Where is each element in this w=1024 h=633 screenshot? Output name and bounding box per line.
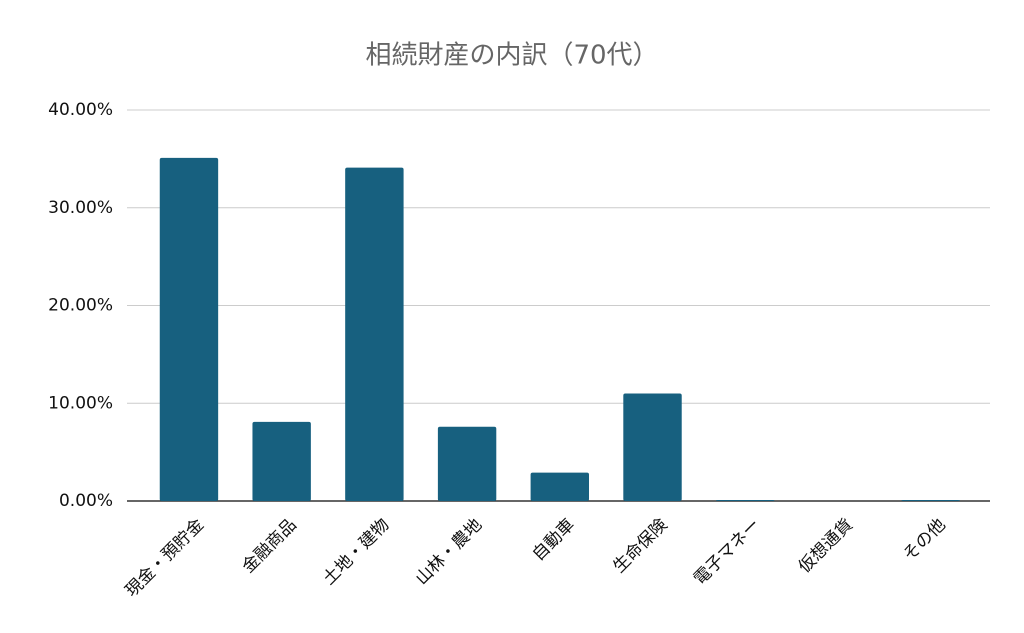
y-tick-label: 10.00%: [48, 393, 113, 413]
bar: [345, 167, 404, 502]
bar: [159, 157, 219, 501]
x-tick-label: 仮想通貨: [795, 515, 857, 577]
x-tick-label: 金融商品: [239, 515, 301, 577]
bar: [437, 426, 497, 501]
y-tick-label: 0.00%: [59, 491, 113, 511]
x-tick-label: 生命保険: [609, 515, 671, 577]
chart-title: 相続財産の内訳（70代）: [365, 41, 658, 71]
y-tick-label: 30.00%: [48, 198, 113, 218]
y-tick-label: 40.00%: [48, 100, 113, 120]
bar: [530, 472, 590, 501]
x-tick-label: 土地・建物: [319, 515, 393, 589]
x-tick-label: その他: [900, 515, 950, 565]
x-tick-label: 現金・預貯金: [122, 515, 208, 601]
x-tick-label: 自動車: [529, 515, 579, 565]
x-tick-label: 山林・農地: [412, 515, 486, 589]
bar: [623, 393, 682, 501]
bar: [252, 421, 311, 501]
x-tick-label: 電子マネー: [690, 515, 764, 589]
bar: [716, 500, 775, 501]
y-tick-label: 20.00%: [48, 296, 113, 316]
bar: [901, 500, 960, 501]
